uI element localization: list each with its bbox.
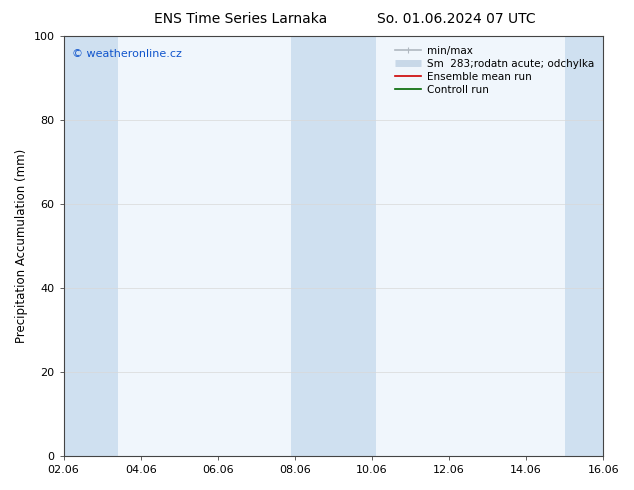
Bar — [63, 36, 117, 456]
Bar — [565, 36, 603, 456]
Bar — [291, 36, 376, 456]
Text: © weatheronline.cz: © weatheronline.cz — [72, 49, 181, 59]
Text: ENS Time Series Larnaka: ENS Time Series Larnaka — [154, 12, 328, 26]
Y-axis label: Precipitation Accumulation (mm): Precipitation Accumulation (mm) — [15, 149, 28, 343]
Legend: min/max, Sm  283;rodatn acute; odchylka, Ensemble mean run, Controll run: min/max, Sm 283;rodatn acute; odchylka, … — [391, 41, 598, 99]
Text: So. 01.06.2024 07 UTC: So. 01.06.2024 07 UTC — [377, 12, 536, 26]
